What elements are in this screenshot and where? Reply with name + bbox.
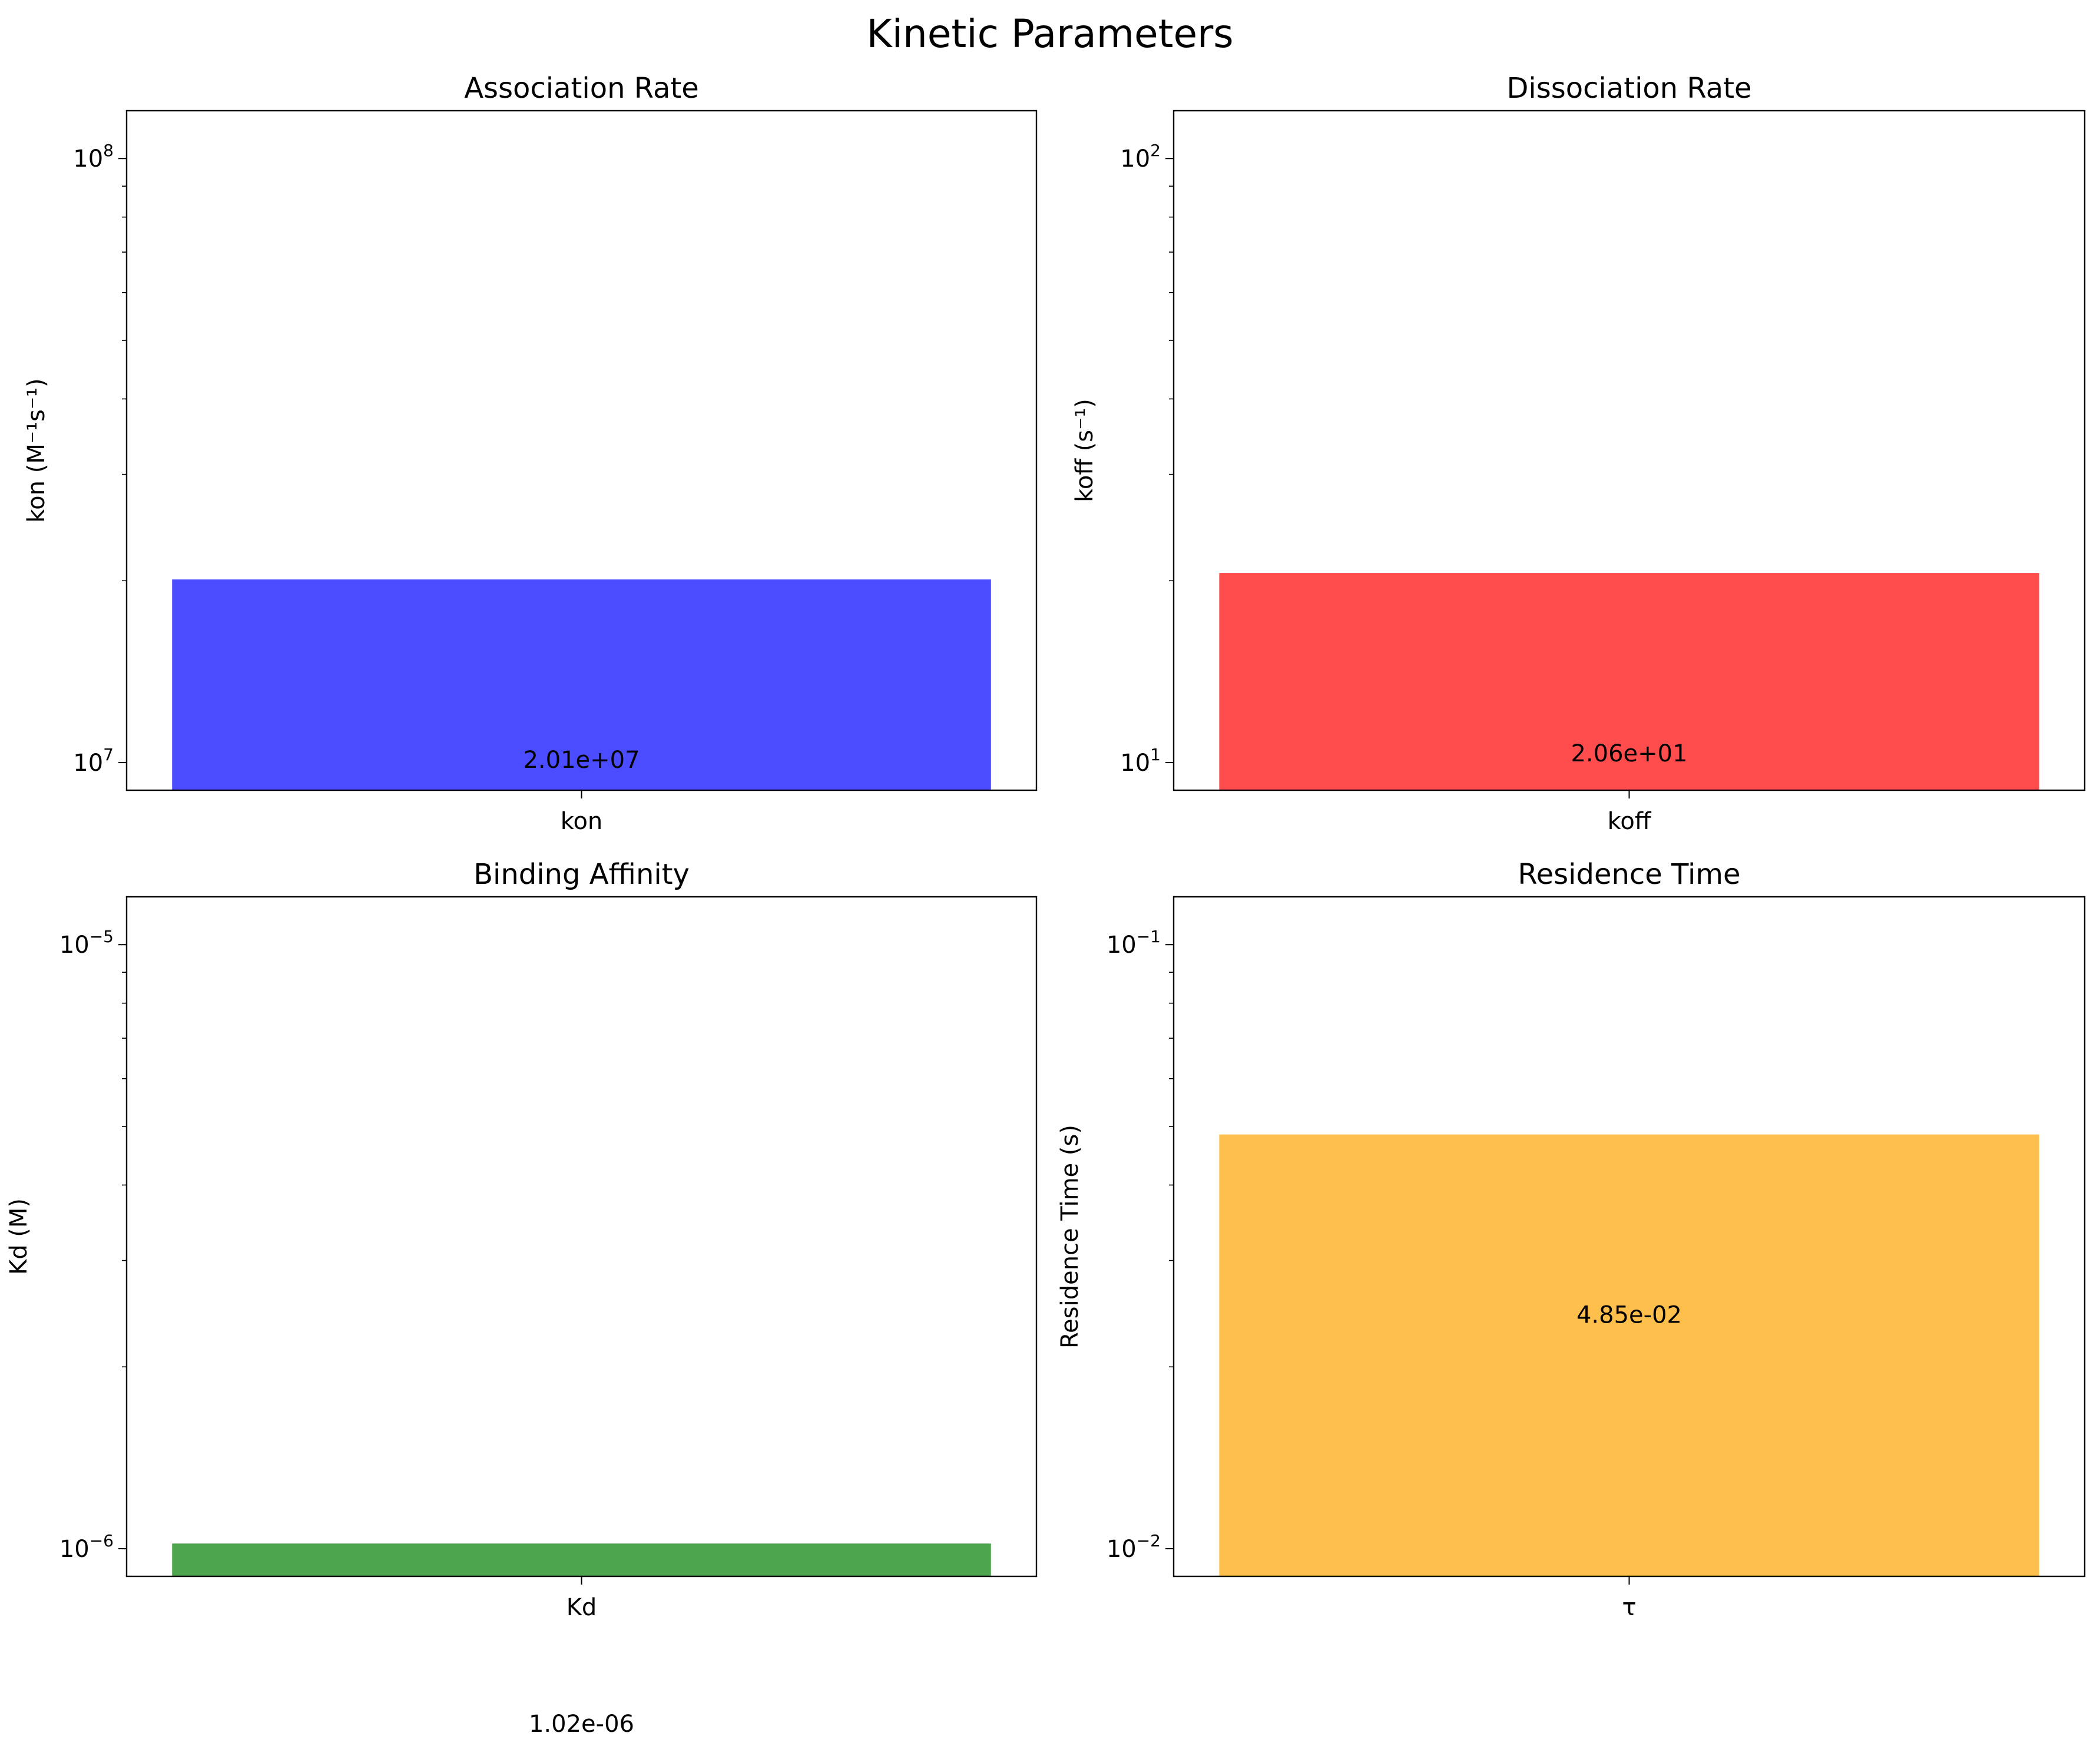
y-tick-label: 10−1 xyxy=(1107,927,1161,959)
chart-title: Binding Affinity xyxy=(473,858,690,891)
y-tick-label: 10−5 xyxy=(59,927,114,959)
chart-title: Association Rate xyxy=(464,72,699,105)
chart-panel-1: koff 2.06e+01 101 102 Dissociation Rate koff … xyxy=(1071,72,2086,835)
y-axis-label: koff (s⁻¹) xyxy=(1071,399,1098,502)
x-tick-label: koff xyxy=(1608,808,1652,835)
bar-value-label: 1.02e-06 xyxy=(529,1711,634,1738)
y-tick-label: 102 xyxy=(1120,141,1161,173)
axes-frame xyxy=(125,110,1038,791)
bar-Kd xyxy=(172,1543,991,1576)
bar-value-label: 2.06e+01 xyxy=(1571,740,1687,767)
chart-panel-0: kon 2.01e+07 107 108 Association Rate kon (M⁻… xyxy=(23,72,1038,835)
y-axis-label: Residence Time (s) xyxy=(1056,1125,1084,1348)
bar-kon xyxy=(172,579,991,790)
chart-panel-3: τ 4.85e-02 10−2 10−1 Residence Time Residence… xyxy=(1056,858,2086,1621)
axes-frame xyxy=(125,896,1038,1578)
chart-panel-2: Kd 1.02e-06 10−6 10−5 Binding Affinity Kd (M) xyxy=(5,858,1038,1738)
axes-frame xyxy=(1172,110,2086,791)
y-tick-label: 10−6 xyxy=(59,1531,114,1563)
y-tick-label: 107 xyxy=(73,745,114,777)
chart-title: Dissociation Rate xyxy=(1506,72,1751,105)
x-tick-label: τ xyxy=(1622,1594,1636,1621)
y-tick-label: 108 xyxy=(73,141,114,173)
bar-τ xyxy=(1219,1134,2039,1576)
y-axis-label: kon (M⁻¹s⁻¹) xyxy=(23,378,50,522)
y-tick-label: 101 xyxy=(1120,745,1161,777)
bar-value-label: 4.85e-02 xyxy=(1576,1301,1682,1328)
x-tick-label: Kd xyxy=(567,1594,597,1621)
bar-value-label: 2.01e+07 xyxy=(523,747,640,774)
axes-frame xyxy=(1172,896,2086,1578)
figure-title: Kinetic Parameters xyxy=(866,11,1233,57)
y-tick-label: 10−2 xyxy=(1107,1531,1161,1563)
bar-koff xyxy=(1219,573,2039,790)
chart-title: Residence Time xyxy=(1518,858,1740,891)
x-tick-label: kon xyxy=(561,808,603,835)
y-axis-label: Kd (M) xyxy=(5,1198,32,1275)
